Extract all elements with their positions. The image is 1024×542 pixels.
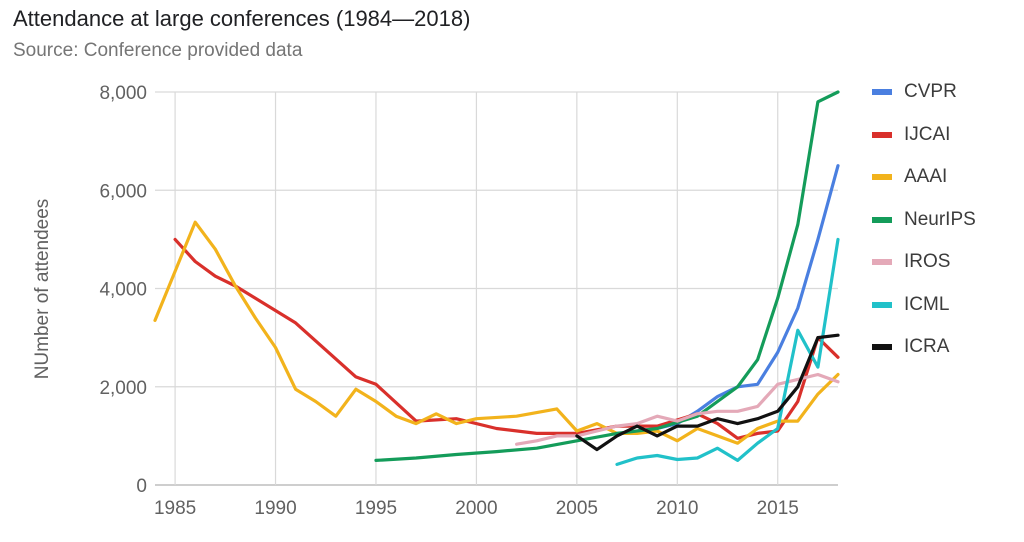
legend-label: NeurIPS	[904, 208, 976, 230]
chart-title: Attendance at large conferences (1984—20…	[13, 6, 471, 31]
x-tick-label: 2000	[455, 498, 497, 519]
series-line-icml	[615, 237, 840, 466]
y-tick-label: 4,000	[99, 280, 147, 301]
legend-label: AAAI	[904, 166, 948, 187]
x-tick-label: 2010	[656, 498, 698, 519]
x-tick-label: 2005	[556, 498, 598, 519]
legend-swatch	[872, 344, 892, 350]
x-tick-label: 2015	[757, 498, 799, 519]
chart-subtitle: Source: Conference provided data	[13, 40, 303, 61]
legend-label: IROS	[904, 251, 951, 272]
y-tick-label: 0	[136, 476, 147, 497]
series-line-iros	[514, 372, 840, 446]
legend-item-iros[interactable]: IROS	[872, 250, 950, 274]
legend-swatch	[872, 131, 892, 138]
legend-label: ICRA	[904, 336, 950, 357]
x-tick-label: 1990	[254, 498, 296, 519]
y-tick-label: 6,000	[99, 181, 147, 202]
y-axis-label: NUmber of attendees	[32, 199, 53, 380]
legend-item-cvpr[interactable]: CVPR	[872, 80, 957, 104]
legend-swatch	[872, 301, 892, 308]
legend-label: CVPR	[904, 81, 957, 102]
series-line-ijcai	[173, 237, 840, 440]
legend-item-neurips[interactable]: NeurIPS	[872, 208, 976, 232]
series-line-cvpr	[635, 164, 840, 433]
legend-label: IJCAI	[904, 123, 951, 145]
y-tick-label: 8,000	[99, 83, 147, 104]
legend-swatch	[872, 216, 892, 223]
legend-item-icml[interactable]: ICML	[872, 293, 949, 317]
legend-item-ijcai[interactable]: IJCAI	[872, 123, 950, 147]
legend-swatch	[872, 89, 892, 95]
legend-swatch	[872, 259, 892, 265]
series-line-icra	[575, 333, 840, 452]
series-line-aaai	[153, 220, 840, 445]
legend-label: ICML	[904, 293, 950, 315]
legend-item-aaai[interactable]: AAAI	[872, 165, 947, 189]
y-tick-label: 2,000	[99, 378, 147, 399]
series-line-neurips	[374, 90, 840, 462]
x-tick-label: 1995	[355, 498, 397, 519]
legend-item-icra[interactable]: ICRA	[872, 335, 949, 359]
legend-swatch	[872, 174, 892, 180]
x-tick-label: 1985	[154, 498, 196, 519]
